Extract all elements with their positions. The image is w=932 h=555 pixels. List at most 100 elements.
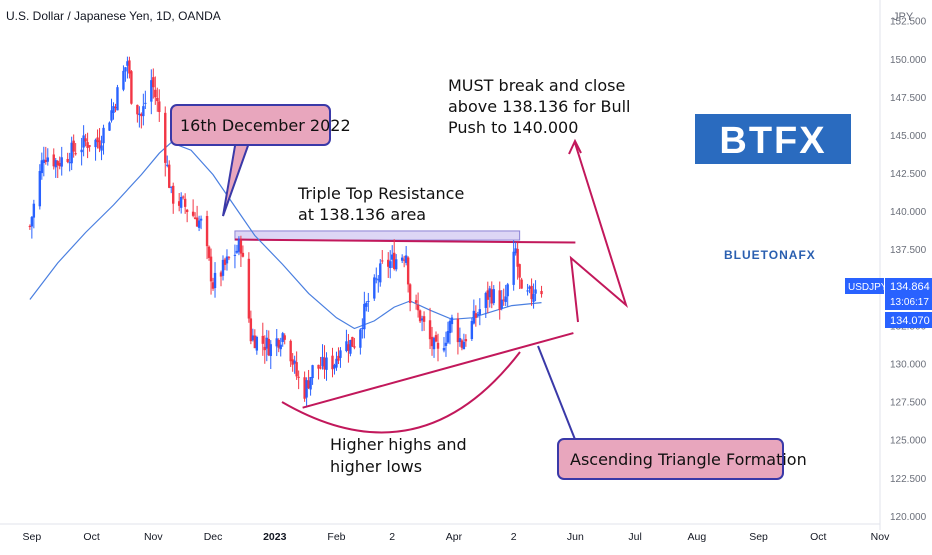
- candle-body: [436, 342, 440, 349]
- candle-body: [38, 171, 42, 207]
- down-candle: [241, 245, 245, 258]
- candle-body: [349, 340, 352, 354]
- down-candle: [205, 210, 209, 260]
- candle-body: [183, 198, 187, 207]
- price-tick-label: 127.500: [890, 398, 927, 409]
- time-tick-label: Apr: [446, 531, 463, 543]
- candle-body: [373, 277, 376, 299]
- down-candle: [430, 326, 434, 356]
- price-tick-label: 147.500: [890, 93, 927, 104]
- down-candle: [96, 129, 99, 149]
- candle-body: [247, 258, 251, 319]
- candle-body: [323, 357, 326, 370]
- chart-title: U.S. Dollar / Japanese Yen, 1D, OANDA: [6, 9, 221, 23]
- candle-body: [56, 161, 59, 166]
- candle-body: [389, 261, 392, 269]
- candle-body: [331, 355, 334, 370]
- candle-body: [476, 314, 480, 316]
- candle-body: [66, 158, 69, 162]
- candle-body: [520, 279, 523, 289]
- down-candle: [347, 334, 350, 363]
- candle-body: [528, 286, 531, 289]
- up-candle: [100, 135, 103, 161]
- up-candle: [112, 102, 115, 120]
- candle-body: [86, 142, 89, 148]
- moving-average-line: [29, 141, 542, 330]
- down-candle: [331, 347, 334, 378]
- candle-body: [225, 256, 229, 264]
- candle-body: [136, 104, 139, 115]
- up-candle: [420, 315, 424, 332]
- up-candle: [432, 336, 436, 358]
- down-candle: [88, 145, 91, 152]
- down-candle: [263, 335, 266, 364]
- date-callout-box: [170, 104, 331, 146]
- candle-body: [394, 259, 398, 270]
- candle-body: [80, 149, 83, 153]
- candle-body: [112, 106, 115, 114]
- candle-body: [305, 380, 308, 398]
- down-candle: [183, 193, 187, 214]
- candle-body: [191, 211, 195, 216]
- up-candle: [373, 274, 376, 301]
- candle-body: [193, 217, 197, 219]
- candle-body: [500, 299, 503, 309]
- down-candle: [28, 224, 32, 230]
- up-candle: [255, 335, 259, 355]
- btfx-logo: BTFX: [695, 114, 851, 164]
- down-candle: [267, 330, 270, 357]
- candle-body: [58, 162, 61, 167]
- down-candle: [518, 263, 521, 290]
- time-tick-label: Sep: [749, 531, 768, 543]
- candle-body: [402, 259, 406, 261]
- candle-body: [335, 358, 338, 368]
- candle-body: [126, 61, 129, 66]
- candle-body: [96, 137, 99, 143]
- candle-body: [317, 364, 320, 369]
- down-candle: [474, 305, 478, 327]
- price-axis[interactable]: 152.500 150.000 147.500 145.000 142.500 140.0…: [879, 0, 927, 530]
- triangle-callout-pointer: [537, 345, 581, 453]
- candle-body: [464, 339, 468, 342]
- down-candle: [207, 245, 211, 261]
- triangle-callout-box: [557, 438, 784, 480]
- candle-body: [283, 335, 286, 340]
- date-callout-text: 16th December 2022: [180, 116, 351, 135]
- up-candle: [528, 285, 531, 294]
- candle-body: [430, 336, 434, 347]
- up-candle: [281, 331, 284, 347]
- candle-body: [337, 355, 340, 361]
- time-axis[interactable]: Sep Oct Nov Dec 2023 Feb 2 Apr 2 Jun Jul Aug Sep Oct N…: [0, 523, 890, 543]
- up-candle: [394, 254, 398, 272]
- price-tick-label: 140.000: [890, 207, 927, 218]
- up-candle: [325, 352, 328, 381]
- ma-value-text: 134.070: [890, 315, 930, 327]
- down-candle: [72, 134, 75, 158]
- up-candle: [333, 363, 336, 375]
- down-candle: [56, 159, 59, 179]
- down-candle: [520, 277, 523, 289]
- up-candle: [138, 106, 141, 128]
- symbol-tag: [845, 278, 884, 294]
- up-candle: [40, 152, 44, 180]
- candle-body: [249, 318, 253, 342]
- candle-body: [498, 290, 501, 310]
- candle-body: [289, 340, 292, 362]
- candle-body: [40, 160, 44, 174]
- candle-body: [526, 290, 529, 292]
- down-candle: [58, 156, 61, 170]
- candle-body: [367, 300, 370, 302]
- up-candle: [375, 267, 378, 284]
- up-candle: [235, 244, 239, 254]
- candle-body: [307, 380, 310, 389]
- candle-body: [293, 360, 296, 364]
- up-candle: [150, 69, 153, 115]
- currency-label: JPY: [893, 11, 914, 23]
- candle-body: [474, 313, 478, 318]
- candle-body: [253, 335, 257, 349]
- down-candle: [406, 256, 410, 293]
- candle-body: [414, 300, 418, 303]
- up-candle: [504, 284, 507, 307]
